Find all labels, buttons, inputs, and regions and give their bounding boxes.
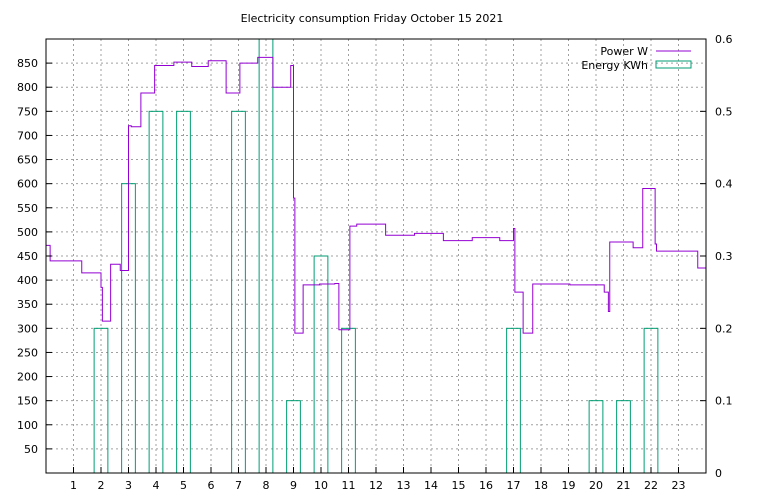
- x-tick-label: 14: [424, 479, 438, 492]
- y-tick-label: 350: [17, 298, 38, 311]
- x-tick-label: 12: [369, 479, 383, 492]
- y-tick-label: 700: [17, 129, 38, 142]
- x-tick-label: 1: [70, 479, 77, 492]
- legend-label-power: Power W: [600, 45, 648, 58]
- x-tick-label: 23: [672, 479, 686, 492]
- y-tick-label: 150: [17, 395, 38, 408]
- legend: Power W Energy KWh: [581, 45, 692, 72]
- x-tick-label: 10: [314, 479, 328, 492]
- chart-title: Electricity consumption Friday October 1…: [241, 12, 504, 25]
- x-tick-label: 19: [562, 479, 576, 492]
- x-tick-label: 21: [617, 479, 631, 492]
- energy-bar: [286, 400, 301, 474]
- y2-tick-label: 0.3: [715, 250, 733, 263]
- x-tick-label: 15: [452, 479, 466, 492]
- y-tick-label: 50: [24, 443, 38, 456]
- x-tick-label: 20: [589, 479, 603, 492]
- y-tick-label: 800: [17, 81, 38, 94]
- x-tick-label: 4: [153, 479, 160, 492]
- legend-box-energy: [655, 60, 692, 69]
- y-tick-label: 500: [17, 226, 38, 239]
- y-tick-label: 650: [17, 154, 38, 167]
- y2-tick-label: 0.2: [715, 322, 733, 335]
- y-tick-label: 450: [17, 250, 38, 263]
- x-tick-label: 13: [397, 479, 411, 492]
- y-tick-label: 100: [17, 419, 38, 432]
- y2-tick-label: 0.5: [715, 105, 733, 118]
- power-series-line: [46, 56, 706, 334]
- legend-label-energy: Energy KWh: [581, 59, 648, 72]
- x-axis: 1 2 3 4 5 6 7 8 9 10 11 12 13 14 15 16 17 18 19 20 21 22 23: [70, 467, 686, 492]
- y2-tick-label: 0: [715, 467, 722, 480]
- power-line: [46, 56, 706, 334]
- grid: [46, 39, 706, 473]
- y2-tick-label: 0.4: [715, 178, 733, 191]
- y-tick-label: 750: [17, 105, 38, 118]
- x-tick-label: 11: [342, 479, 356, 492]
- y-tick-label: 250: [17, 346, 38, 359]
- x-tick-label: 18: [534, 479, 548, 492]
- y-tick-label: 850: [17, 57, 38, 70]
- y2-tick-label: 0.6: [715, 33, 733, 46]
- x-tick-label: 5: [180, 479, 187, 492]
- y-tick-label: 600: [17, 178, 38, 191]
- x-tick-label: 17: [507, 479, 521, 492]
- x-tick-label: 3: [125, 479, 132, 492]
- y2-axis: 0 0.1 0.2 0.3 0.4 0.5 0.6: [700, 33, 733, 480]
- x-tick-label: 16: [479, 479, 493, 492]
- y2-tick-label: 0.1: [715, 395, 733, 408]
- x-tick-label: 7: [235, 479, 242, 492]
- x-tick-label: 9: [290, 479, 297, 492]
- y-tick-label: 400: [17, 274, 38, 287]
- y-tick-label: 200: [17, 371, 38, 384]
- x-tick-label: 6: [208, 479, 215, 492]
- energy-bar: [616, 400, 631, 474]
- y-tick-label: 300: [17, 322, 38, 335]
- x-tick-label: 2: [98, 479, 105, 492]
- energy-bar: [588, 400, 604, 474]
- x-tick-label: 22: [644, 479, 658, 492]
- y-tick-label: 550: [17, 202, 38, 215]
- x-tick-label: 8: [263, 479, 270, 492]
- y-axis: 50 100 150 200 250 300 350 400 450 500 550 600 650 70…: [17, 57, 52, 456]
